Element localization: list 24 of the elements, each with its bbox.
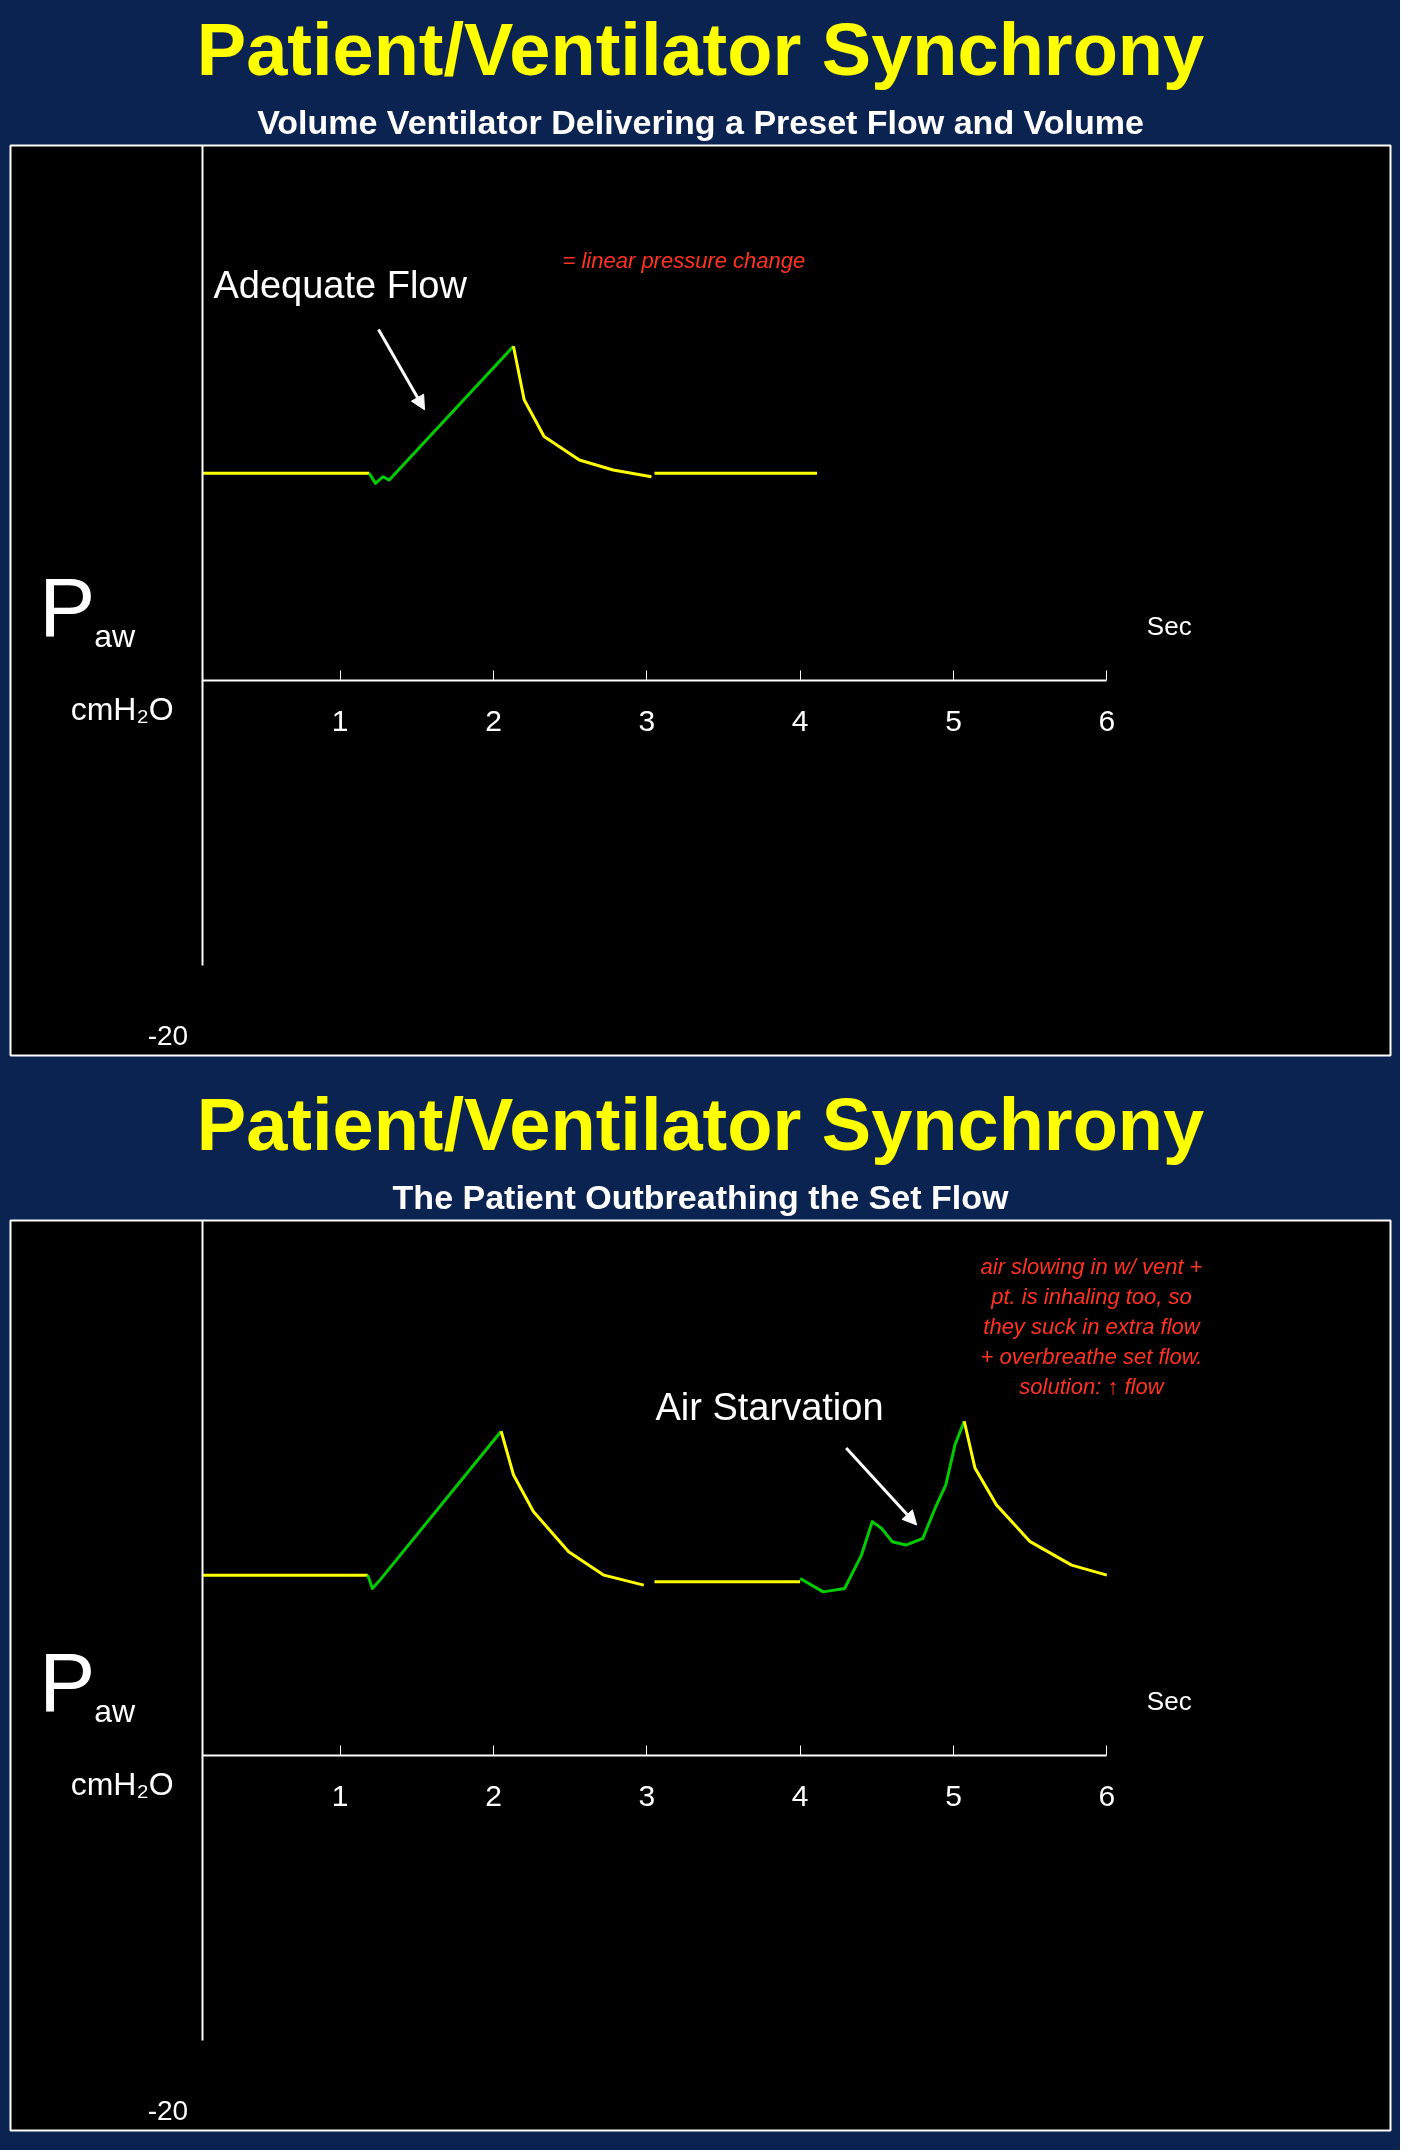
chart-subtitle: Volume Ventilator Delivering a Preset Flow and Volume: [257, 102, 1144, 141]
x-tick-label: 5: [945, 703, 962, 737]
text: -20: [147, 2094, 189, 2126]
x-tick-label: 1: [331, 703, 349, 737]
x-tick-label: 6: [1098, 703, 1116, 737]
text: -20: [147, 1019, 189, 1051]
chart-title: Patient/Ventilator Synchrony: [196, 7, 1205, 91]
chart-subtitle: The Patient Outbreathing the Set Flow: [392, 1177, 1009, 1216]
x-axis-title: Sec: [1146, 1685, 1192, 1716]
x-tick-label: 3: [638, 1778, 656, 1812]
x-axis-title: Sec: [1146, 610, 1192, 641]
text: air slowing in w/ vent + pt. is inhaling too, so they suck in extra flow + overbreathe set flow. solution: ↑ flow: [980, 1253, 1203, 1399]
annotation: Air Starvation: [655, 1385, 884, 1428]
x-tick-label: 2: [485, 1778, 502, 1812]
x-tick-label: 6: [1098, 1778, 1116, 1812]
text: = linear pressure change: [562, 247, 806, 273]
x-tick-label: 4: [791, 703, 809, 737]
x-tick-label: 3: [638, 703, 656, 737]
chart-title: Patient/Ventilator Synchrony: [196, 1082, 1205, 1166]
x-tick-label: 4: [791, 1778, 809, 1812]
text: Adequate Flow: [213, 264, 468, 307]
x-tick-label: 1: [331, 1778, 349, 1812]
x-tick-label: 5: [945, 1778, 962, 1812]
x-tick-label: 2: [485, 703, 502, 737]
